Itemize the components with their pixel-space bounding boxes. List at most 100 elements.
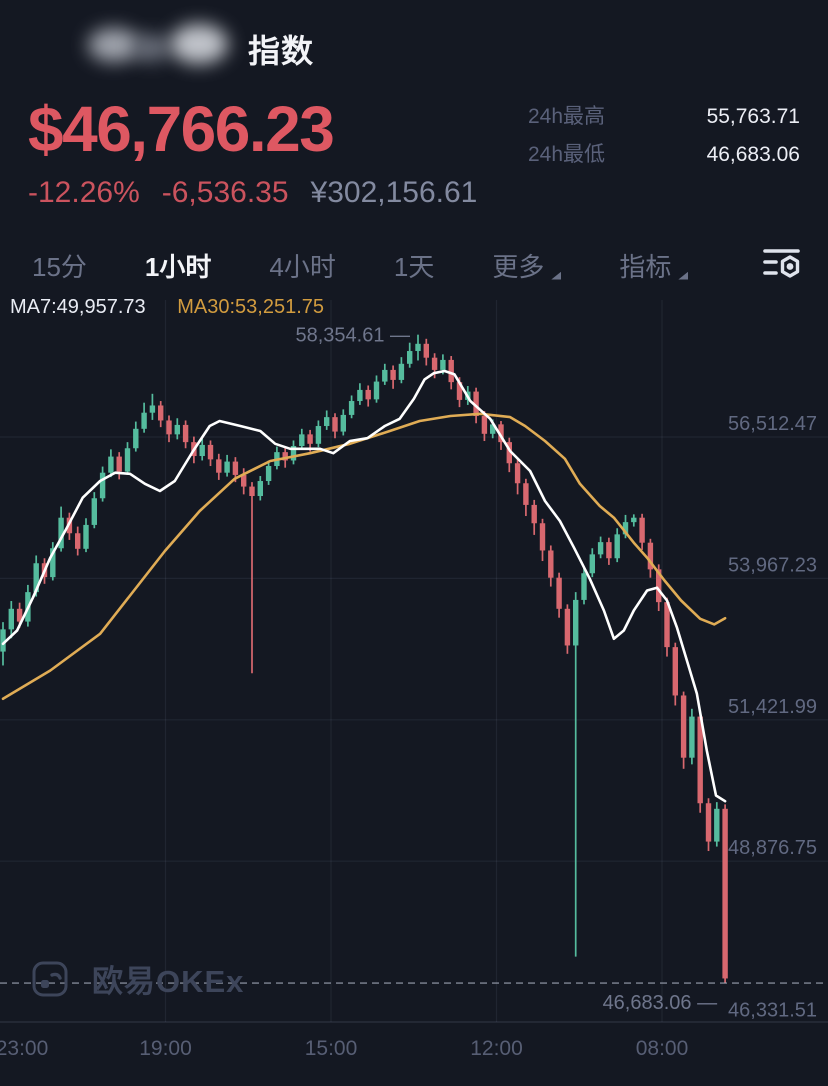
- candle-body: [166, 420, 172, 435]
- last-price: $46,766.23: [28, 93, 335, 165]
- tab-更多[interactable]: 更多: [492, 247, 562, 284]
- candle-body: [722, 808, 728, 979]
- stat-row-low: 24h最低 46,683.06: [528, 136, 800, 174]
- candle-body: [91, 498, 97, 525]
- candle-body: [99, 472, 106, 499]
- blur-blob: [170, 24, 228, 64]
- tab-15分[interactable]: 15分: [32, 247, 87, 284]
- candle-body: [216, 459, 222, 473]
- tab-1小时[interactable]: 1小时: [145, 247, 211, 284]
- candle-body: [697, 716, 703, 804]
- candle-body: [365, 389, 371, 400]
- candle-body: [257, 481, 263, 497]
- candle-body: [307, 434, 313, 444]
- tab-1天[interactable]: 1天: [394, 247, 434, 284]
- candle-body: [656, 569, 662, 603]
- candle-body: [133, 428, 139, 449]
- candle-body: [0, 629, 6, 652]
- candle-body: [498, 424, 504, 443]
- x-axis-label: 12:00: [470, 1037, 523, 1060]
- candle-body: [431, 357, 438, 370]
- blur-blob: [88, 28, 140, 62]
- candle-body: [714, 808, 720, 842]
- candle-body: [597, 542, 604, 555]
- candle-body: [332, 417, 338, 432]
- tab-label: 更多: [492, 251, 545, 282]
- candle-body: [606, 542, 612, 559]
- candle-body: [423, 343, 429, 358]
- x-axis-label: 23:00: [0, 1037, 48, 1060]
- candle-body: [689, 716, 695, 758]
- candle-body: [348, 401, 355, 415]
- y-axis-label: 48,876.75: [728, 837, 817, 859]
- candle-body: [116, 456, 122, 472]
- candle-body: [506, 442, 512, 464]
- 24h-high-label: 24h最高: [528, 105, 606, 128]
- candle-body: [207, 444, 214, 460]
- low-annotation: 46,683.06 —: [603, 992, 718, 1014]
- candle-body: [531, 504, 537, 524]
- candle-body: [664, 602, 670, 648]
- candle-body: [539, 523, 546, 551]
- chart-settings-icon: [763, 249, 800, 278]
- candle-body: [282, 452, 288, 461]
- ma30-legend: MA30:53,251.75: [177, 296, 324, 318]
- x-axis-label: 15:00: [305, 1037, 358, 1060]
- price-cny: ¥302,156.61: [310, 176, 478, 209]
- candle-body: [299, 434, 305, 447]
- candle-body: [407, 351, 413, 364]
- candle-body: [241, 474, 247, 487]
- candle-body: [357, 389, 363, 402]
- candle-body: [680, 695, 687, 758]
- candle-body: [58, 517, 64, 549]
- 24h-stats: 24h最高 55,763.71 24h最低 46,683.06: [528, 98, 800, 174]
- candle-body: [16, 608, 23, 622]
- candle-body: [390, 369, 396, 380]
- tab-4小时[interactable]: 4小时: [269, 247, 335, 284]
- censored-instrument-name: [86, 18, 240, 72]
- candle-body: [581, 573, 587, 600]
- candle-body: [75, 533, 81, 549]
- dropdown-triangle-icon: [678, 271, 689, 280]
- 24h-low-label: 24h最低: [528, 143, 606, 166]
- candle-body: [573, 599, 579, 646]
- candle-body: [514, 463, 521, 484]
- candle-body: [224, 461, 230, 473]
- tab-label: 指标: [619, 251, 672, 282]
- y-axis-label: 46,331.51: [728, 1000, 817, 1022]
- candle-body: [622, 522, 629, 535]
- tab-label: 1小时: [144, 251, 212, 282]
- 24h-low-value: 46,683.06: [706, 143, 800, 166]
- candle-body: [672, 647, 678, 696]
- tab-label: 1天: [393, 251, 435, 282]
- candle-body: [705, 803, 712, 842]
- candle-body: [440, 359, 446, 370]
- 24h-high-value: 55,763.71: [706, 105, 800, 128]
- candle-body: [149, 405, 156, 413]
- candle-body: [614, 534, 620, 559]
- candle-body: [556, 577, 562, 609]
- candle-body: [141, 412, 147, 429]
- candle-body: [456, 382, 463, 400]
- candle-body: [249, 486, 255, 497]
- candle-body: [490, 424, 496, 434]
- candle-body: [523, 483, 529, 505]
- stat-row-high: 24h最高 55,763.71: [528, 98, 800, 136]
- candle-body: [564, 608, 571, 646]
- candle-body: [199, 444, 205, 457]
- candle-body: [373, 381, 380, 400]
- tab-指标[interactable]: 指标: [619, 247, 689, 284]
- chart-settings-button[interactable]: [762, 246, 804, 284]
- candle-body: [481, 416, 488, 434]
- candle-body: [50, 548, 56, 578]
- ma7-legend: MA7:49,957.73: [10, 296, 146, 318]
- candle-body: [382, 369, 388, 382]
- exchange-watermark: 欧易OKEx: [32, 956, 244, 1001]
- price-change-row: -12.26% -6,536.35 ¥302,156.61: [28, 176, 477, 210]
- candle-body: [315, 426, 322, 444]
- candle-body: [158, 405, 164, 421]
- candle-body: [108, 456, 114, 473]
- candle-body: [8, 608, 14, 630]
